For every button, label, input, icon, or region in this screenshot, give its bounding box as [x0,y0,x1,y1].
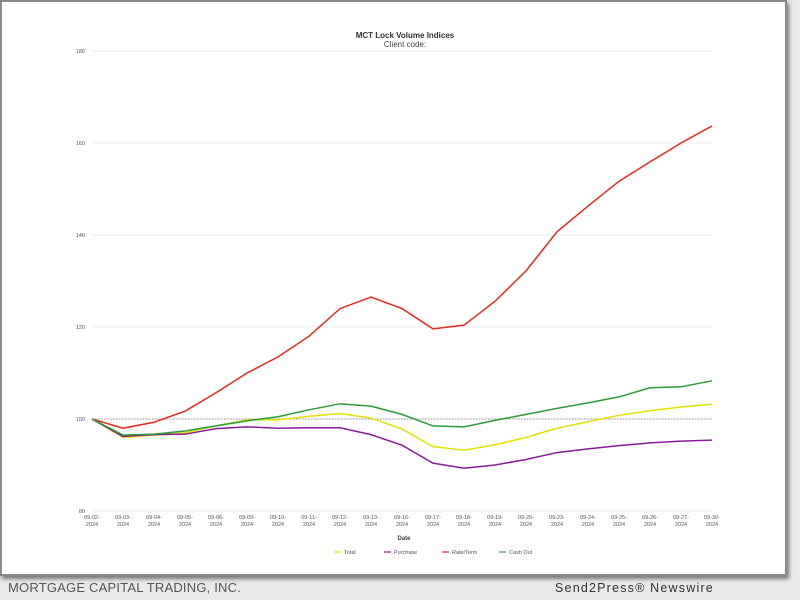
x-tick-label: 09-26-2024 [642,515,658,528]
y-tick-label: 80 [79,509,85,515]
newswire-credit: Send2Press® Newswire [555,581,714,595]
x-tick-label: 09-02-2024 [84,515,100,528]
y-tick-label: 180 [76,49,85,55]
x-tick-label: 09-16-2024 [394,515,410,528]
company-name: MORTGAGE CAPITAL TRADING, INC. [8,580,242,595]
x-tick-label: 09-11-2024 [301,515,317,528]
y-tick-label: 160 [76,141,85,147]
legend-label: Purchase [394,550,417,556]
x-tick-label: 09-03-2024 [115,515,131,528]
legend-label: Rate/Term [452,550,478,556]
x-tick-label: 09-23-2024 [549,515,565,528]
chart-panel: MCT Lock Volume Indices Client code: 80 1… [0,0,787,576]
x-tick-label: 09-25-2024 [611,515,627,528]
x-tick-label: 09-19-2024 [487,515,503,528]
series-line-rate-term [91,125,713,429]
series-line-purchase [91,418,713,469]
y-tick-label: 140 [76,233,85,239]
series-line-cash-out [91,380,713,436]
chart-title: MCT Lock Volume Indices [356,31,455,40]
legend-item[interactable]: Purchase [384,550,417,556]
x-tick-label: 09-04-2024 [146,515,162,528]
x-tick-label: 09-17-2024 [425,515,441,528]
y-tick-label: 100 [76,417,85,423]
chart-subtitle: Client code: [384,40,426,49]
x-tick-label: 09-30-2024 [704,515,720,528]
line-chart: MCT Lock Volume Indices Client code: 80 1… [76,31,720,556]
legend-item[interactable]: Total [334,550,356,556]
legend-item[interactable]: Rate/Term [442,550,478,556]
x-tick-label: 09-27-2024 [673,515,689,528]
x-tick-label: 09-10-2024 [270,515,286,528]
x-tick-label: 09-24-2024 [580,515,596,528]
x-tick-label: 09-09-2024 [239,515,255,528]
x-tick-label: 09-18-2024 [456,515,472,528]
legend-item[interactable]: Cash Out [499,550,533,556]
x-tick-label: 09-06-2024 [208,515,224,528]
y-tick-label: 120 [76,325,85,331]
x-tick-label: 09-13-2024 [363,515,379,528]
legend-label: Cash Out [509,550,533,556]
x-tick-label: 09-12-2024 [332,515,348,528]
x-tick-label: 09-20-2024 [518,515,534,528]
legend-label: Total [344,550,356,556]
series-line-total [91,403,713,452]
x-axis-label: Date [397,536,411,542]
x-tick-label: 09-05-2024 [177,515,193,528]
